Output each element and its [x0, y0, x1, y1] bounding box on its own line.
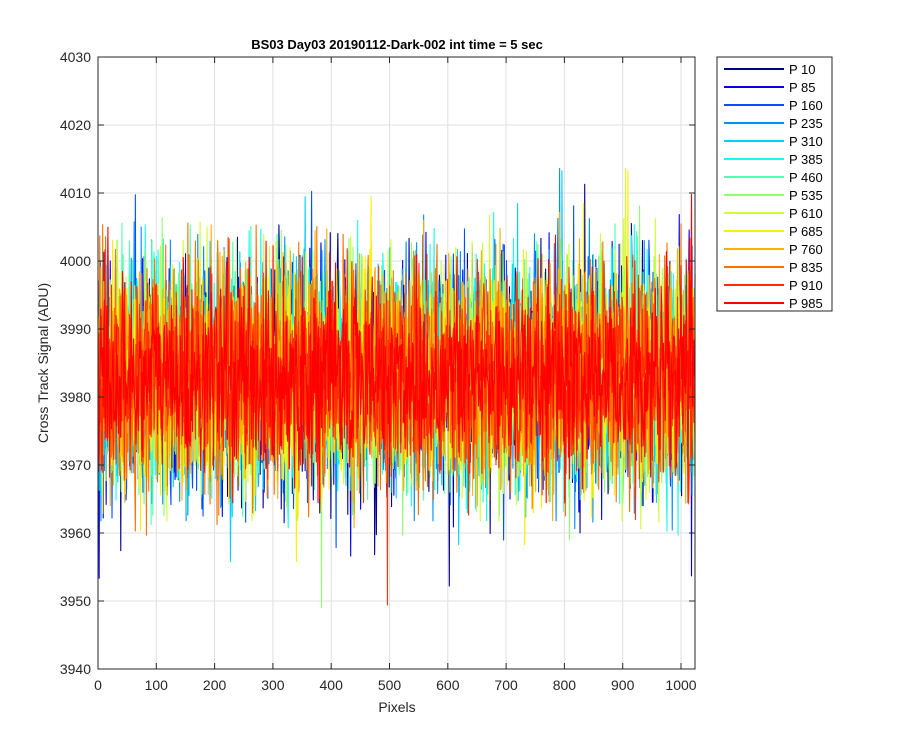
y-tick-label: 3960 [60, 525, 91, 541]
y-tick-label: 3980 [60, 389, 91, 405]
y-tick-label: 3950 [60, 593, 91, 609]
y-tick-label: 4000 [60, 253, 91, 269]
legend-label: P 535 [789, 188, 823, 203]
legend-label: P 985 [789, 296, 823, 311]
x-tick-label: 700 [494, 677, 518, 693]
legend-label: P 10 [789, 62, 816, 77]
legend-label: P 910 [789, 278, 823, 293]
axis-ticks: 0 100 200 300 400 500 600 700 800 900 1000 3940 3950… [60, 49, 697, 693]
legend-box [716, 56, 833, 312]
legend-label: P 85 [789, 80, 816, 95]
legend-label: P 310 [789, 134, 823, 149]
legend-label: P 460 [789, 170, 823, 185]
plot-area: 0 100 200 300 400 500 600 700 800 900 1000 3940 3950… [60, 49, 697, 693]
legend-label: P 835 [789, 260, 823, 275]
legend-label: P 685 [789, 224, 823, 239]
y-tick-label: 4030 [60, 49, 91, 65]
x-tick-label: 1000 [665, 677, 696, 693]
x-tick-label: 300 [261, 677, 285, 693]
x-tick-label: 0 [94, 677, 102, 693]
y-tick-label: 3990 [60, 321, 91, 337]
legend-items: P 10 P 85 P 160 P 235 P 310 P 385 P 460 P 535 P … [724, 62, 823, 311]
x-axis-label: Pixels [378, 699, 415, 715]
x-tick-label: 100 [145, 677, 169, 693]
y-tick-label: 4020 [60, 117, 91, 133]
x-tick-label: 200 [203, 677, 227, 693]
y-tick-label: 3940 [60, 661, 91, 677]
x-tick-label: 400 [320, 677, 344, 693]
series-line-p-985 [97, 193, 696, 504]
series-line-p-910 [97, 236, 696, 606]
legend-label: P 235 [789, 116, 823, 131]
plot-frame [97, 56, 696, 670]
legend-label: P 160 [789, 98, 823, 113]
y-axis-label: Cross Track Signal (ADU) [35, 283, 51, 443]
y-tick-label: 3970 [60, 457, 91, 473]
x-tick-label: 800 [553, 677, 577, 693]
x-tick-label: 900 [611, 677, 635, 693]
legend: P 10 P 85 P 160 P 235 P 310 P 385 P 460 P 535 P … [716, 56, 833, 312]
y-tick-label: 4010 [60, 185, 91, 201]
series-lines [97, 167, 696, 609]
chart-title: BS03 Day03 20190112-Dark-002 int time = … [251, 37, 543, 52]
legend-label: P 610 [789, 206, 823, 221]
x-tick-label: 600 [436, 677, 460, 693]
legend-label: P 385 [789, 152, 823, 167]
x-tick-label: 500 [378, 677, 402, 693]
legend-label: P 760 [789, 242, 823, 257]
